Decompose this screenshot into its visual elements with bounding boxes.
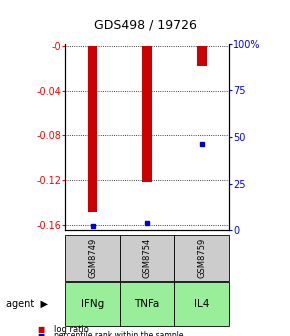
Text: GSM8749: GSM8749 — [88, 238, 97, 278]
Text: TNFa: TNFa — [135, 299, 160, 309]
Bar — [88, 46, 97, 212]
Text: GSM8754: GSM8754 — [143, 238, 152, 278]
Text: IL4: IL4 — [194, 299, 209, 309]
Bar — [142, 46, 152, 182]
Text: IFNg: IFNg — [81, 299, 104, 309]
Text: ■: ■ — [38, 332, 45, 336]
Text: GSM8759: GSM8759 — [197, 238, 206, 278]
Text: GDS498 / 19726: GDS498 / 19726 — [94, 18, 196, 32]
Text: log ratio: log ratio — [54, 326, 88, 334]
Text: percentile rank within the sample: percentile rank within the sample — [54, 332, 183, 336]
Text: agent  ▶: agent ▶ — [6, 299, 48, 309]
Text: ■: ■ — [38, 326, 45, 334]
Bar — [197, 46, 207, 66]
